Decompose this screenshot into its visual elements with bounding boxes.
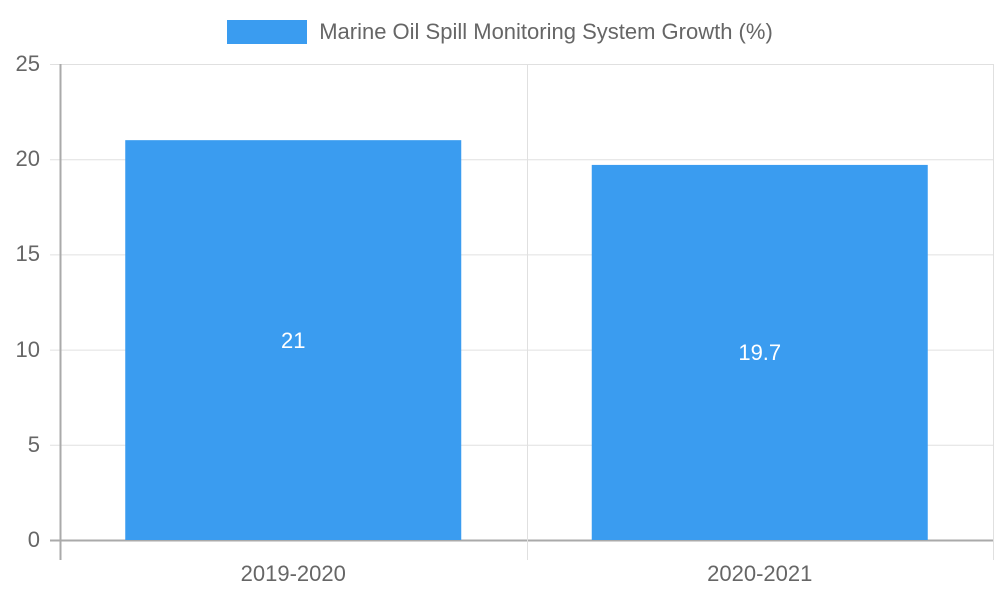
- y-tick-label: 10: [15, 336, 40, 362]
- legend-swatch: [227, 20, 308, 44]
- chart-legend[interactable]: Marine Oil Spill Monitoring System Growt…: [0, 19, 1000, 45]
- y-tick-label: 25: [15, 51, 40, 76]
- y-tick-label: 20: [15, 146, 40, 172]
- y-tick-label: 5: [27, 431, 40, 457]
- x-tick-label: 2019-2020: [240, 561, 346, 586]
- y-tick-label: 0: [27, 527, 40, 552]
- bar-value-label: 19.7: [738, 340, 782, 366]
- x-tick-label: 2020-2021: [707, 561, 813, 586]
- legend-label: Marine Oil Spill Monitoring System Growt…: [319, 19, 773, 44]
- y-tick-label: 15: [15, 241, 40, 267]
- bar-2020-2021: [591, 164, 928, 541]
- bar-value-label: 21: [281, 328, 306, 354]
- bar-2019-2020: [125, 140, 462, 540]
